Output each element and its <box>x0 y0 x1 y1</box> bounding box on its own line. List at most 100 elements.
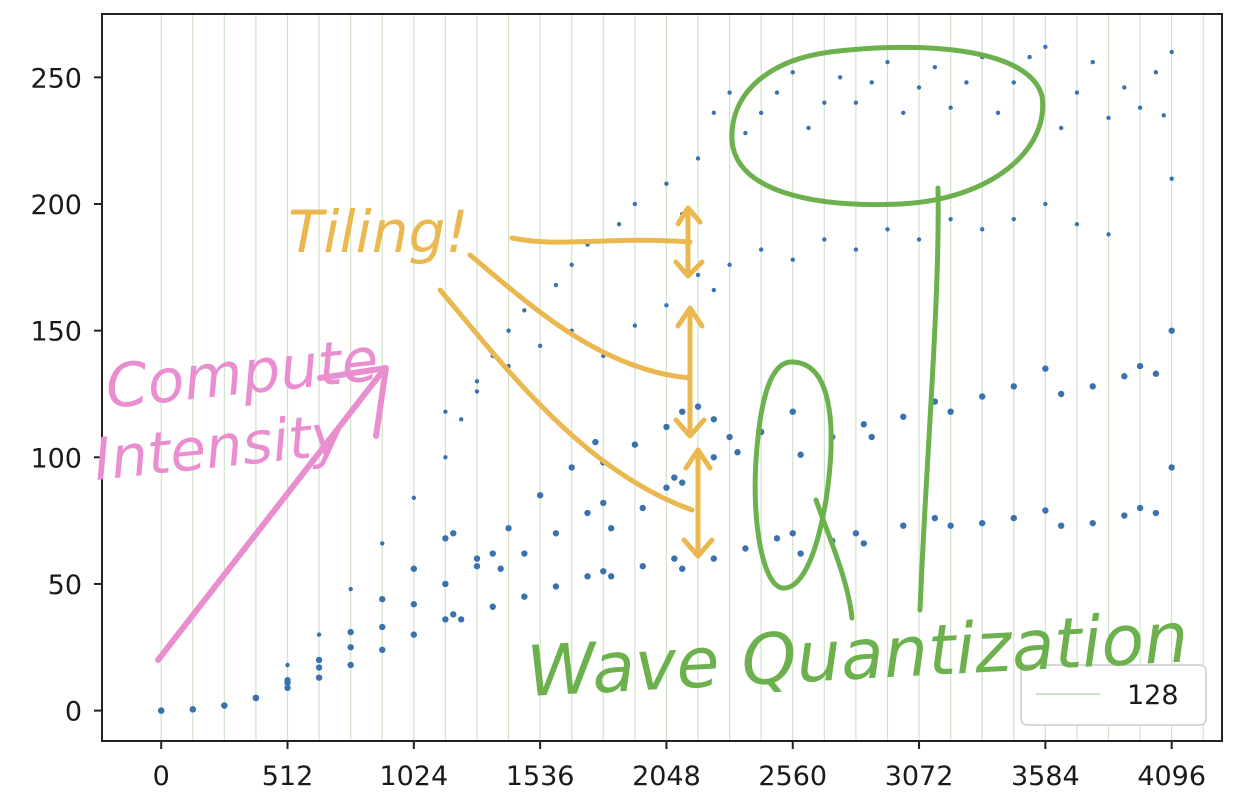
data-point <box>410 631 418 638</box>
data-points <box>158 44 1175 714</box>
data-point <box>592 438 599 446</box>
data-point <box>521 593 528 600</box>
data-point <box>726 433 733 441</box>
y-tick-label: 250 <box>30 63 82 94</box>
data-point <box>931 514 939 522</box>
data-point <box>1122 85 1127 90</box>
data-point <box>600 568 607 575</box>
data-point <box>1089 519 1096 527</box>
x-tick-label: 1024 <box>379 761 448 792</box>
tiling-arrow-2 <box>467 252 693 381</box>
data-point <box>790 70 795 75</box>
y-axis-ticks: 0 50 100 150 200 250 <box>30 63 102 728</box>
x-tick-label: 0 <box>153 761 170 792</box>
data-point <box>284 684 291 692</box>
data-point <box>522 308 527 313</box>
data-point <box>1011 216 1016 222</box>
data-point <box>948 105 953 110</box>
data-point <box>1106 115 1111 121</box>
data-point <box>853 247 859 252</box>
x-tick-label: 4096 <box>1137 761 1206 792</box>
y-tick-label: 100 <box>30 443 82 474</box>
data-point <box>1161 113 1166 118</box>
data-point <box>348 586 353 592</box>
data-point <box>663 484 670 491</box>
data-point <box>442 616 449 623</box>
data-point <box>537 343 543 349</box>
data-point <box>711 110 717 115</box>
data-point <box>1074 90 1080 95</box>
data-point <box>995 110 1001 115</box>
data-point <box>1058 125 1064 131</box>
data-point <box>632 323 638 328</box>
data-point <box>885 227 890 232</box>
data-point <box>379 623 386 631</box>
data-point <box>710 416 718 423</box>
data-point <box>1121 373 1128 380</box>
data-point <box>1042 365 1049 372</box>
legend-box <box>1020 664 1207 726</box>
data-point <box>1152 509 1160 517</box>
data-point <box>410 565 418 572</box>
data-point <box>837 75 843 80</box>
lower-ellipse <box>752 359 834 591</box>
data-point <box>474 379 480 384</box>
compute-intensity-annotation: Compute Intensity <box>90 325 389 663</box>
data-point <box>443 409 448 414</box>
data-point <box>315 664 323 671</box>
data-point <box>380 541 385 546</box>
double-arrow-2-heads <box>673 305 707 439</box>
x-tick-label: 3584 <box>1011 761 1080 792</box>
data-point <box>347 661 354 669</box>
x-tick-label: 2560 <box>758 761 827 792</box>
tiling-arrows <box>437 205 715 559</box>
data-point <box>679 479 686 486</box>
data-point <box>607 573 615 580</box>
data-point <box>473 555 481 562</box>
data-point <box>158 707 165 714</box>
double-arrow-1-heads <box>673 205 705 279</box>
tiling-label: Tiling! <box>288 198 469 266</box>
tiling-arrow-1 <box>509 235 693 245</box>
data-point <box>852 530 860 537</box>
data-point <box>584 509 591 517</box>
data-point <box>584 573 591 580</box>
data-point <box>663 423 670 431</box>
wave-markers <box>729 44 1046 621</box>
data-point <box>901 110 906 115</box>
data-point <box>1043 201 1048 207</box>
data-point <box>189 706 196 713</box>
data-point <box>664 181 669 186</box>
data-point <box>1027 54 1032 60</box>
data-point <box>552 530 560 537</box>
tiling-arrow-3 <box>437 287 695 513</box>
data-point <box>411 495 417 501</box>
data-point <box>1168 464 1175 471</box>
data-point <box>916 237 922 242</box>
data-point <box>379 646 386 654</box>
data-point <box>450 530 457 537</box>
data-point <box>1168 327 1175 334</box>
data-point <box>505 525 512 532</box>
data-point <box>631 441 639 448</box>
y-tick-label: 0 <box>65 697 82 728</box>
data-point <box>316 632 322 637</box>
data-point <box>727 262 732 267</box>
data-point <box>868 433 875 441</box>
data-point <box>948 216 953 222</box>
data-point <box>379 595 386 603</box>
data-point <box>458 417 464 422</box>
data-point <box>1010 383 1017 390</box>
data-point <box>489 603 496 610</box>
data-point <box>442 580 449 588</box>
data-point <box>553 282 559 288</box>
data-point <box>616 222 622 227</box>
data-point <box>489 550 496 557</box>
x-tick-label: 512 <box>262 761 314 792</box>
data-point <box>671 474 678 481</box>
data-point <box>1153 70 1159 75</box>
data-point <box>932 64 938 70</box>
data-point <box>1169 176 1174 181</box>
data-point <box>742 545 749 552</box>
data-point <box>822 100 827 105</box>
